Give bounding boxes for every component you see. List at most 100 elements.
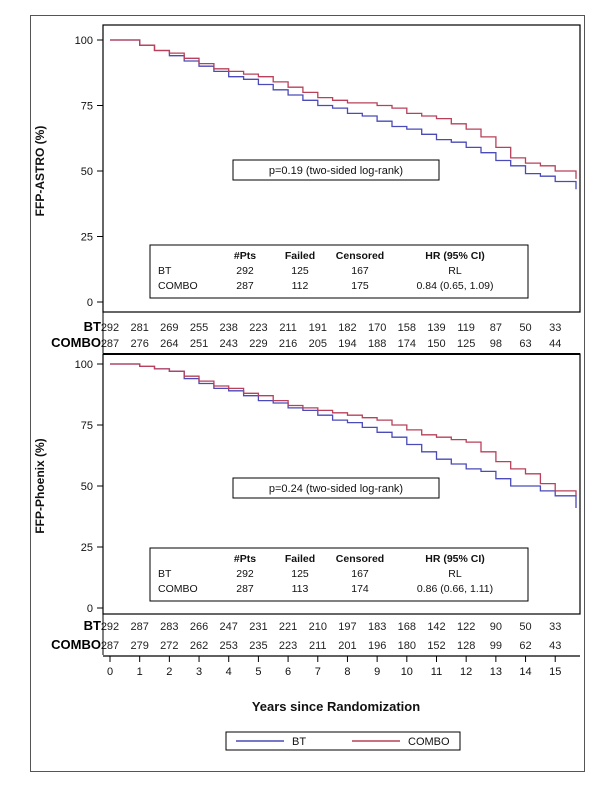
at-risk-value: 43: [549, 640, 561, 652]
hr-table-header: Failed: [285, 250, 315, 262]
pvalue-box: [232, 159, 440, 181]
at-risk-value: 283: [160, 621, 178, 633]
at-risk-value: 90: [490, 621, 502, 633]
at-risk-label: COMBO: [51, 335, 101, 350]
at-risk-value: 197: [338, 621, 356, 633]
y-tick-label: 75: [81, 420, 93, 432]
at-risk-value: 221: [279, 621, 297, 633]
x-tick-label: 2: [166, 666, 172, 678]
at-risk-value: 211: [279, 322, 297, 334]
x-tick-label: 3: [196, 666, 202, 678]
at-risk-value: 183: [368, 621, 386, 633]
pvalue-text: p=0.24 (two-sided log-rank): [269, 483, 403, 495]
hr-table-cell: 174: [351, 583, 369, 595]
y-axis-title: FFP-ASTRO (%): [33, 126, 47, 217]
at-risk-value: 150: [427, 338, 445, 350]
at-risk-value: 99: [490, 640, 502, 652]
at-risk-value: 188: [368, 338, 386, 350]
at-risk-value: 174: [398, 338, 416, 350]
at-risk-value: 210: [309, 621, 327, 633]
panel-phoenix: 0 25 50 75 100 FFP-Phoenix (%) p=0.24 (two-sid…: [33, 353, 581, 655]
hr-table-cell: 287: [236, 280, 254, 292]
at-risk-value: 180: [398, 640, 416, 652]
y-axis-title: FFP-Phoenix (%): [33, 438, 47, 533]
hr-table-cell: RL: [448, 568, 462, 580]
plot-area-astro: [102, 24, 581, 313]
hr-table-cell: 292: [236, 568, 254, 580]
at-risk-value: 158: [398, 322, 416, 334]
hr-table-header: Censored: [336, 250, 384, 262]
at-risk-value: 287: [131, 621, 149, 633]
hr-table-header: Censored: [336, 553, 384, 565]
hr-table-cell: BT: [158, 568, 172, 580]
at-risk-value: 292: [101, 621, 119, 633]
at-risk-value: 251: [190, 338, 208, 350]
at-risk-value: 281: [131, 322, 149, 334]
hr-table-cell: 287: [236, 583, 254, 595]
at-risk-value: 255: [190, 322, 208, 334]
at-risk-value: 125: [457, 338, 475, 350]
legend-label: BT: [292, 736, 306, 748]
at-risk-value: 287: [101, 338, 119, 350]
at-risk-value: 238: [220, 322, 238, 334]
at-risk-value: 272: [160, 640, 178, 652]
legend: BT COMBO: [225, 731, 461, 751]
plot-area-phoenix: [102, 353, 581, 615]
at-risk-value: 231: [249, 621, 267, 633]
at-risk-value: 269: [160, 322, 178, 334]
at-risk-value: 139: [427, 322, 445, 334]
hr-table-cell: 125: [291, 265, 309, 277]
x-tick-label: 6: [285, 666, 291, 678]
curve-combo: [110, 363, 577, 496]
hr-table-cell: RL: [448, 265, 462, 277]
hr-table-box: [149, 244, 529, 299]
y-tick-label: 75: [81, 101, 93, 113]
at-risk-value: 152: [427, 640, 445, 652]
hr-table-box: [149, 547, 529, 602]
y-tick-label: 100: [75, 35, 93, 47]
at-risk-value: 50: [519, 322, 531, 334]
curve-combo: [110, 39, 577, 179]
at-risk-value: 223: [279, 640, 297, 652]
at-risk-value: 33: [549, 621, 561, 633]
at-risk-value: 44: [549, 338, 561, 350]
at-risk-value: 63: [519, 338, 531, 350]
hr-table-cell: 175: [351, 280, 369, 292]
at-risk-value: 205: [309, 338, 327, 350]
y-tick-label: 50: [81, 481, 93, 493]
at-risk-value: 128: [457, 640, 475, 652]
pvalue-box: [232, 477, 440, 499]
hr-table-cell: 125: [291, 568, 309, 580]
hr-table-header: Failed: [285, 553, 315, 565]
at-risk-value: 211: [309, 640, 327, 652]
x-tick-label: 11: [431, 666, 442, 678]
panel-astro: 0 25 50 75 100 FFP-ASTRO (%) p=0.19 (two-sided…: [33, 24, 581, 355]
y-tick-label: 0: [87, 297, 93, 309]
hr-table-cell: 0.84 (0.65, 1.09): [416, 280, 493, 292]
hr-table-cell: 0.86 (0.66, 1.11): [417, 583, 493, 595]
at-risk-value: 243: [220, 338, 238, 350]
legend-box: [225, 731, 461, 751]
x-tick-label: 9: [374, 666, 380, 678]
at-risk-value: 119: [457, 322, 475, 334]
hr-table-cell: 167: [351, 568, 369, 580]
x-tick-label: 8: [344, 666, 350, 678]
at-risk-value: 253: [220, 640, 238, 652]
at-risk-label: COMBO: [51, 637, 101, 652]
at-risk-value: 50: [519, 621, 531, 633]
at-risk-label: BT: [84, 319, 101, 334]
x-tick-label: 5: [255, 666, 261, 678]
y-tick-label: 25: [81, 542, 93, 554]
hr-table-header: #Pts: [234, 553, 256, 565]
x-tick-label: 7: [315, 666, 321, 678]
at-risk-value: 276: [131, 338, 149, 350]
x-tick-label: 1: [137, 666, 143, 678]
at-risk-value: 235: [249, 640, 267, 652]
hr-table-cell: BT: [158, 265, 172, 277]
at-risk-value: 247: [220, 621, 238, 633]
x-tick-label: 10: [401, 666, 413, 678]
x-tick-label: 4: [226, 666, 232, 678]
x-tick-label: 0: [107, 666, 113, 678]
at-risk-value: 182: [338, 322, 356, 334]
